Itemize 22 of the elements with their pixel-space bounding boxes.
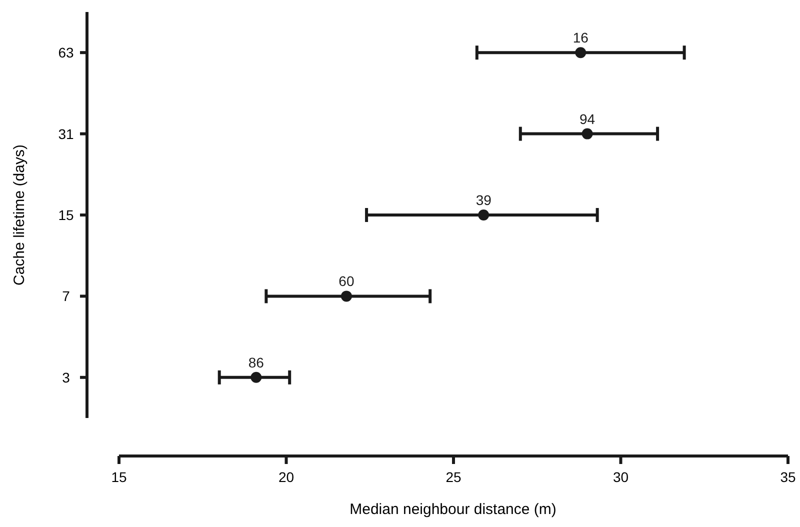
y-tick-label: 15 [58,207,74,223]
y-tick-label: 63 [58,44,74,61]
x-tick-label: 20 [278,469,294,485]
y-tick-label: 7 [62,288,70,304]
x-tick-label: 15 [111,469,127,485]
x-tick-label: 25 [446,469,462,485]
annotation: 60 [338,273,354,290]
point [250,372,262,383]
annotation: 86 [248,354,264,370]
annotation: 94 [580,110,596,127]
annotation: 39 [476,192,492,208]
point [582,128,593,140]
x-tick-label: 30 [612,469,629,485]
annotation: 16 [572,30,589,46]
point [478,210,490,220]
point [575,47,586,58]
x-tick-label: 35 [780,469,796,485]
y-tick-label: 3 [62,369,70,386]
x-axis-title: Median neighbour distance (m) [350,501,556,518]
y-axis-title: Cache lifetime (days) [11,144,28,286]
point [340,290,352,302]
y-tick-label: 31 [58,126,74,142]
